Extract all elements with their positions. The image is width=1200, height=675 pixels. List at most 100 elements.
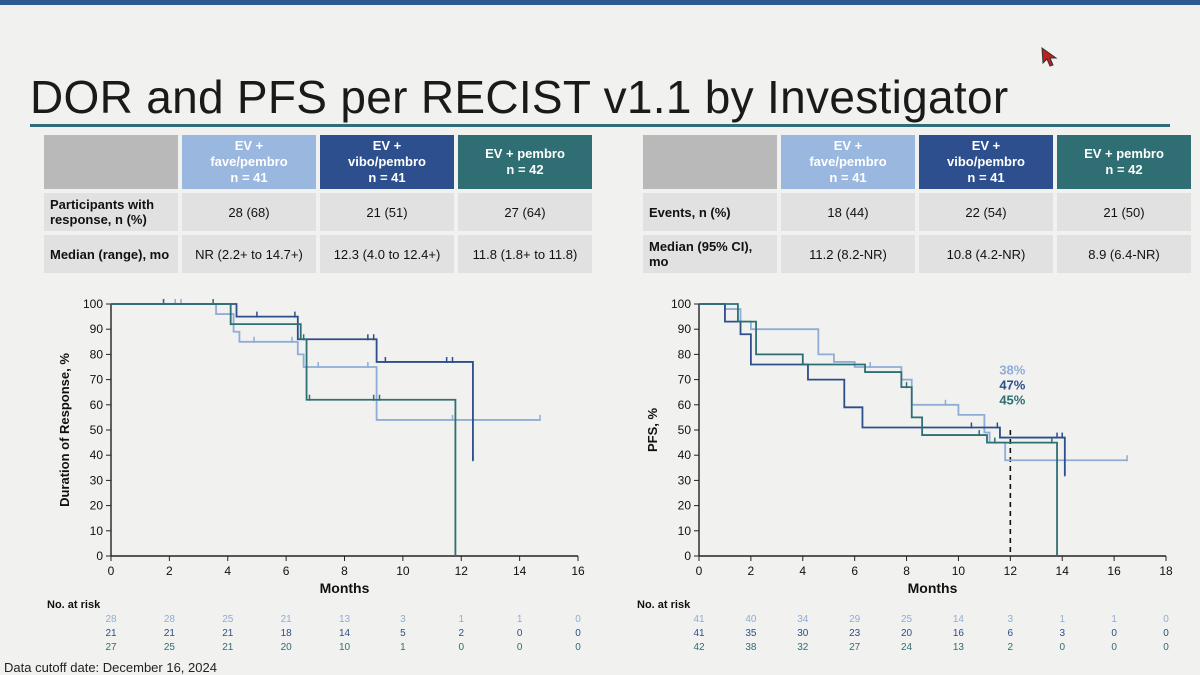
at-risk-count: 20 [901, 628, 913, 639]
y-tick-label: 50 [90, 423, 104, 437]
at-risk-count: 0 [1111, 628, 1117, 639]
at-risk-count: 0 [1059, 642, 1065, 653]
y-tick-label: 10 [678, 524, 692, 538]
at-risk-count: 25 [901, 614, 913, 625]
header-line: EV + [234, 138, 264, 153]
km-curve-series-3 [699, 303, 1058, 556]
header-line: n = 41 [829, 170, 867, 185]
y-tick-label: 40 [90, 448, 104, 462]
at-risk-count: 41 [693, 628, 705, 639]
row-label-events: Events, n (%) [643, 193, 777, 231]
at-risk-count: 1 [1059, 614, 1065, 625]
km-curve-series-2 [111, 303, 474, 461]
at-risk-count: 3 [400, 614, 406, 625]
y-tick-label: 90 [678, 322, 692, 336]
at-risk-count: 23 [849, 628, 861, 639]
y-tick-label: 20 [90, 499, 104, 513]
header-line: EV + [372, 138, 402, 153]
y-axis-label: PFS, % [645, 408, 660, 453]
table-cell: 27 (64) [458, 193, 592, 231]
header-line: fave/pembro [809, 154, 887, 169]
km-curve-series-3 [111, 303, 457, 556]
at-risk-count: 0 [575, 628, 581, 639]
x-tick-label: 8 [903, 564, 910, 578]
at-risk-count: 13 [953, 642, 965, 653]
header-line: EV + [833, 138, 863, 153]
at-risk-count: 42 [693, 642, 705, 653]
table-cell: 18 (44) [781, 193, 915, 231]
at-risk-count: 2 [458, 628, 464, 639]
table-cell: 8.9 (6.4-NR) [1057, 235, 1191, 273]
at-risk-count: 21 [281, 614, 293, 625]
at-risk-count: 6 [1008, 628, 1014, 639]
at-risk-count: 1 [400, 642, 406, 653]
table-cell: 22 (54) [919, 193, 1053, 231]
at-risk-count: 30 [797, 628, 809, 639]
row-label-median-range: Median (range), mo [44, 235, 178, 273]
at-risk-count: 0 [517, 642, 523, 653]
km-curve-series-2 [699, 303, 1066, 476]
at-risk-count: 0 [575, 642, 581, 653]
at-risk-label: No. at risk [47, 599, 101, 611]
x-tick-label: 16 [1107, 564, 1121, 578]
at-risk-count: 3 [1059, 628, 1065, 639]
at-risk-count: 40 [745, 614, 757, 625]
at-risk-count: 0 [517, 628, 523, 639]
at-risk-count: 34 [797, 614, 809, 625]
slide-title: DOR and PFS per RECIST v1.1 by Investiga… [30, 71, 1009, 123]
x-tick-label: 2 [166, 564, 173, 578]
x-tick-label: 12 [455, 564, 469, 578]
x-tick-label: 16 [571, 564, 585, 578]
at-risk-count: 25 [164, 642, 176, 653]
at-risk-count: 35 [745, 628, 757, 639]
table-cell: 28 (68) [182, 193, 316, 231]
col-header-vibo-pembro: EV + vibo/pembro n = 41 [320, 135, 454, 189]
y-tick-label: 60 [678, 398, 692, 412]
at-risk-count: 21 [105, 628, 117, 639]
header-line: n = 42 [1105, 162, 1143, 177]
at-risk-count: 28 [105, 614, 117, 625]
km-curve-series-1 [111, 303, 541, 421]
at-risk-count: 25 [222, 614, 234, 625]
at-risk-count: 0 [575, 614, 581, 625]
at-risk-count: 27 [105, 642, 117, 653]
data-cutoff-footnote: Data cutoff date: December 16, 2024 [4, 660, 217, 675]
at-risk-count: 2 [1008, 642, 1014, 653]
y-tick-label: 80 [90, 347, 104, 361]
x-tick-label: 10 [952, 564, 966, 578]
y-axis-label: Duration of Response, % [57, 353, 72, 507]
row-label-responders: Participants with response, n (%) [44, 193, 178, 231]
at-risk-count: 5 [400, 628, 406, 639]
header-line: EV + [971, 138, 1001, 153]
y-tick-label: 30 [678, 473, 692, 487]
title-underline [30, 124, 1170, 127]
row-label-median-ci: Median (95% CI), mo [643, 235, 777, 273]
table-cell: 11.2 (8.2-NR) [781, 235, 915, 273]
header-line: n = 41 [230, 170, 268, 185]
x-axis-label: Months [320, 580, 370, 596]
x-tick-label: 6 [851, 564, 858, 578]
at-risk-count: 21 [164, 628, 176, 639]
header-line: EV + pembro [485, 146, 565, 161]
x-tick-label: 2 [748, 564, 755, 578]
header-line: EV + pembro [1084, 146, 1164, 161]
table-cell: 21 (51) [320, 193, 454, 231]
y-tick-label: 70 [678, 373, 692, 387]
table-cell: 10.8 (4.2-NR) [919, 235, 1053, 273]
at-risk-count: 3 [1008, 614, 1014, 625]
at-risk-count: 1 [458, 614, 464, 625]
x-tick-label: 8 [341, 564, 348, 578]
landmark-label: 47% [999, 378, 1025, 393]
at-risk-count: 0 [1163, 614, 1169, 625]
at-risk-count: 27 [849, 642, 861, 653]
x-tick-label: 4 [224, 564, 231, 578]
at-risk-count: 16 [953, 628, 965, 639]
x-tick-label: 12 [1004, 564, 1018, 578]
x-tick-label: 14 [1056, 564, 1070, 578]
landmark-label: 38% [999, 363, 1025, 378]
x-tick-label: 10 [396, 564, 410, 578]
x-tick-label: 6 [283, 564, 290, 578]
table-cell: 12.3 (4.0 to 12.4+) [320, 235, 454, 273]
y-tick-label: 20 [678, 499, 692, 513]
